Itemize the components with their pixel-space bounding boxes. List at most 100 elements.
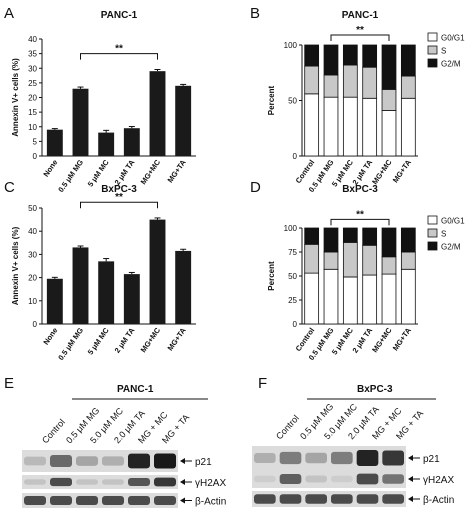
y-tick-label: 50: [288, 97, 297, 106]
y-tick-label: 30: [28, 250, 37, 259]
bar: [72, 247, 89, 324]
blot-band: [279, 473, 302, 485]
legend-swatch: [427, 58, 438, 68]
y-tick-label: 0: [293, 152, 298, 161]
blot-band: [356, 494, 379, 504]
band-arrowhead: [180, 479, 185, 485]
blot-band: [24, 456, 46, 466]
significance-bracket: [80, 53, 158, 60]
significance-label: **: [356, 25, 364, 36]
significance-label: **: [115, 44, 123, 55]
bar: [149, 71, 166, 156]
stacked-bar-segment: [400, 97, 416, 157]
stacked-bar-segment: [323, 251, 339, 270]
y-tick-label: 0: [293, 320, 298, 329]
band-arrowhead: [180, 497, 185, 504]
legend-label: G0/G1: [441, 34, 465, 43]
y-tick-label: 0: [33, 320, 38, 329]
stacked-bar-segment: [362, 227, 378, 246]
blot-band: [24, 496, 46, 505]
y-tick-label: 50: [28, 204, 37, 213]
band-label: γH2AX: [423, 475, 454, 486]
bar: [175, 250, 192, 324]
legend-label: G2/M: [441, 243, 461, 252]
stacked-bar-segment: [304, 243, 320, 274]
x-tick-label: MG+TA: [391, 158, 414, 185]
panel-letter: A: [4, 5, 14, 22]
blot-band: [76, 456, 98, 466]
legend-swatch: [427, 228, 438, 238]
stacked-bar-segment: [342, 241, 358, 278]
significance-label: **: [115, 192, 123, 203]
stacked-bar-segment: [362, 97, 378, 157]
stacked-bar-segment: [381, 89, 397, 111]
panel-letter: F: [258, 375, 267, 392]
significance-bracket: [330, 218, 390, 226]
blot-band: [331, 475, 353, 483]
x-tick-label: 2 μM TA: [113, 158, 137, 187]
stacked-bar-segment: [304, 65, 320, 95]
blot-band: [50, 496, 72, 505]
x-tick-label: 2 μM TA: [113, 326, 137, 355]
legend-swatch: [427, 241, 438, 251]
blot-band: [50, 477, 72, 487]
stacked-bar-segment: [323, 268, 339, 325]
x-tick-label: MG+TA: [391, 326, 414, 353]
blot-band: [128, 477, 150, 487]
y-axis-label: Percent: [267, 261, 276, 291]
stacked-bar-segment: [400, 251, 416, 270]
blot-band: [356, 450, 379, 466]
y-tick-label: 30: [28, 64, 37, 73]
stacked-bar-segment: [342, 64, 358, 98]
blot-title: BxPC-3: [357, 384, 393, 395]
bar: [123, 128, 140, 156]
x-tick-label: 0.5 μM MG: [56, 158, 85, 194]
blot-band: [382, 494, 404, 504]
x-tick-label: MG+TA: [166, 158, 189, 185]
y-tick-label: 100: [284, 41, 298, 50]
blot-band: [331, 451, 353, 465]
y-tick-label: 15: [28, 108, 37, 117]
stacked-bar-segment: [381, 227, 397, 258]
y-axis-label: Annexin V+ cells (%): [11, 58, 20, 137]
stacked-bar-segment: [362, 274, 378, 325]
legend-swatch: [427, 32, 438, 42]
blot-band: [356, 473, 379, 485]
x-tick-label: MG+MC: [139, 158, 163, 187]
blot-band: [305, 452, 327, 464]
blot-title: PANC-1: [117, 384, 154, 395]
y-tick-label: 50: [288, 272, 297, 281]
bar: [72, 88, 89, 156]
chart-title: BxPC-3: [342, 184, 378, 195]
bar: [175, 85, 192, 156]
stacked-bar-segment: [342, 96, 358, 157]
blot-band: [305, 475, 327, 483]
x-tick-label: None: [41, 158, 59, 179]
blot-band: [24, 479, 46, 485]
stacked-bar-segment: [323, 74, 339, 98]
blot-band: [382, 474, 404, 484]
legend-label: G0/G1: [441, 217, 465, 226]
y-tick-label: 25: [288, 296, 297, 305]
chart-title: PANC-1: [342, 10, 379, 21]
bar: [98, 132, 115, 156]
blot-band: [76, 479, 98, 485]
chart-title: BxPC-3: [101, 184, 137, 195]
y-tick-label: 0: [33, 152, 38, 161]
y-axis-label: Annexin V+ cells (%): [11, 226, 20, 305]
bar: [46, 129, 63, 156]
y-tick-label: 25: [28, 79, 37, 88]
band-label: β-Actin: [423, 495, 454, 506]
blot-band: [128, 496, 150, 505]
lane-label: Control: [40, 417, 67, 445]
y-tick-label: 75: [288, 248, 297, 257]
panel-letter: D: [250, 179, 261, 196]
stacked-bar-segment: [342, 276, 358, 325]
blot-band: [279, 494, 302, 504]
blot-band: [154, 477, 176, 487]
significance-bracket: [80, 201, 158, 209]
stacked-bar-segment: [381, 256, 397, 275]
y-tick-label: 100: [284, 224, 298, 233]
legend-label: S: [441, 47, 446, 56]
